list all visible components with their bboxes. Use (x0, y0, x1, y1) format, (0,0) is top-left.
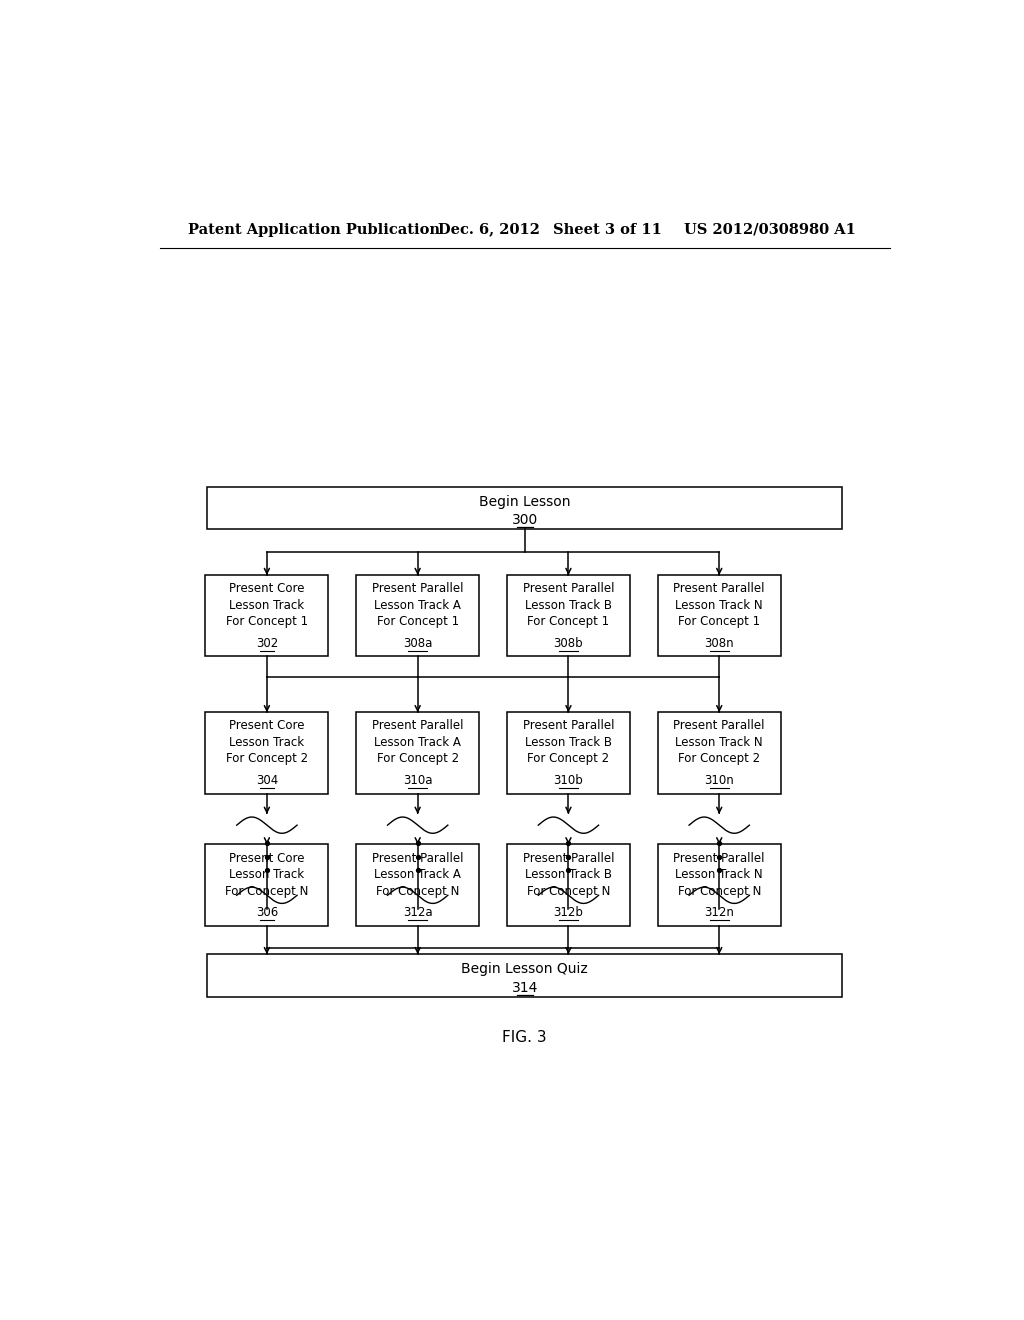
Text: Present Core
Lesson Track
For Concept N: Present Core Lesson Track For Concept N (225, 851, 308, 898)
FancyBboxPatch shape (356, 845, 479, 925)
Text: Dec. 6, 2012: Dec. 6, 2012 (437, 223, 540, 236)
Text: Present Parallel
Lesson Track N
For Concept 1: Present Parallel Lesson Track N For Conc… (674, 582, 765, 628)
Text: Present Parallel
Lesson Track A
For Concept N: Present Parallel Lesson Track A For Conc… (372, 851, 464, 898)
FancyBboxPatch shape (356, 713, 479, 793)
Text: Sheet 3 of 11: Sheet 3 of 11 (553, 223, 662, 236)
FancyBboxPatch shape (207, 487, 842, 529)
Text: 312b: 312b (554, 907, 584, 919)
Text: US 2012/0308980 A1: US 2012/0308980 A1 (684, 223, 855, 236)
Text: Present Parallel
Lesson Track A
For Concept 1: Present Parallel Lesson Track A For Conc… (372, 582, 464, 628)
FancyBboxPatch shape (507, 845, 630, 925)
Text: 308a: 308a (403, 638, 432, 649)
Text: 312a: 312a (402, 907, 432, 919)
Text: 306: 306 (256, 907, 278, 919)
Text: Present Parallel
Lesson Track N
For Concept 2: Present Parallel Lesson Track N For Conc… (674, 719, 765, 766)
Text: 310a: 310a (402, 774, 432, 787)
Text: Begin Lesson Quiz: Begin Lesson Quiz (462, 962, 588, 977)
Text: FIG. 3: FIG. 3 (503, 1030, 547, 1045)
Text: Present Core
Lesson Track
For Concept 1: Present Core Lesson Track For Concept 1 (226, 582, 308, 628)
FancyBboxPatch shape (356, 576, 479, 656)
Text: 308b: 308b (554, 638, 584, 649)
Text: 302: 302 (256, 638, 278, 649)
Text: 304: 304 (256, 774, 278, 787)
FancyBboxPatch shape (206, 576, 329, 656)
Text: Present Parallel
Lesson Track B
For Concept 1: Present Parallel Lesson Track B For Conc… (522, 582, 614, 628)
FancyBboxPatch shape (206, 845, 329, 925)
FancyBboxPatch shape (657, 576, 780, 656)
Text: Present Parallel
Lesson Track B
For Concept N: Present Parallel Lesson Track B For Conc… (522, 851, 614, 898)
Text: Present Core
Lesson Track
For Concept 2: Present Core Lesson Track For Concept 2 (226, 719, 308, 766)
FancyBboxPatch shape (657, 713, 780, 793)
Text: Patent Application Publication: Patent Application Publication (187, 223, 439, 236)
Text: 310n: 310n (705, 774, 734, 787)
Text: Present Parallel
Lesson Track A
For Concept 2: Present Parallel Lesson Track A For Conc… (372, 719, 464, 766)
Text: 300: 300 (512, 513, 538, 527)
FancyBboxPatch shape (206, 713, 329, 793)
Text: 312n: 312n (705, 907, 734, 919)
FancyBboxPatch shape (657, 845, 780, 925)
Text: 314: 314 (512, 981, 538, 994)
Text: 310b: 310b (554, 774, 584, 787)
FancyBboxPatch shape (507, 576, 630, 656)
Text: 308n: 308n (705, 638, 734, 649)
Text: Present Parallel
Lesson Track B
For Concept 2: Present Parallel Lesson Track B For Conc… (522, 719, 614, 766)
Text: Begin Lesson: Begin Lesson (479, 495, 570, 508)
FancyBboxPatch shape (207, 954, 842, 997)
Text: Present Parallel
Lesson Track N
For Concept N: Present Parallel Lesson Track N For Conc… (674, 851, 765, 898)
FancyBboxPatch shape (507, 713, 630, 793)
